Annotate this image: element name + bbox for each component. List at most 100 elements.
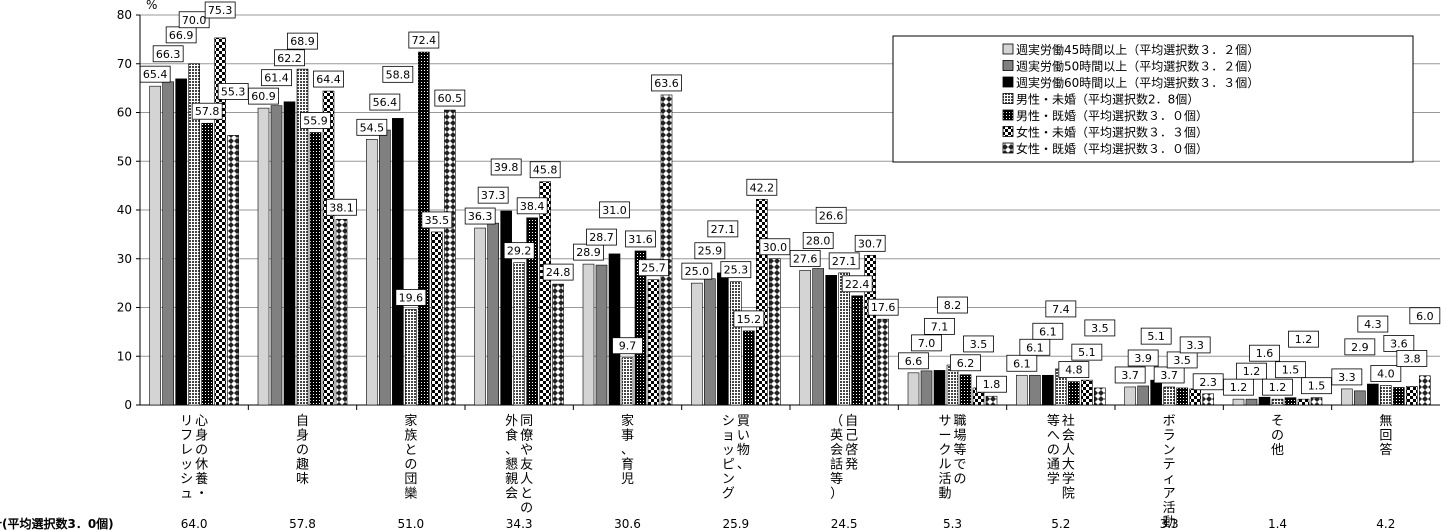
legend-swatch <box>1002 60 1014 71</box>
data-label: 1.2 <box>1269 381 1287 394</box>
data-label: 25.9 <box>698 245 723 258</box>
data-label: 7.1 <box>931 320 949 333</box>
category-label: 買い物、 <box>737 414 750 473</box>
data-label: 55.9 <box>303 114 328 127</box>
data-label-box <box>625 230 656 248</box>
data-label: 58.8 <box>386 68 411 81</box>
bar <box>405 309 417 406</box>
category-label: 心身の休養・ <box>195 414 208 502</box>
data-label: 28.7 <box>589 231 614 244</box>
legend-swatch <box>1002 126 1014 137</box>
data-label: 4.0 <box>1377 368 1395 381</box>
data-label: 1.2 <box>1230 381 1248 394</box>
data-label: 31.6 <box>628 233 653 246</box>
data-label-box <box>963 335 994 353</box>
data-label: 28.9 <box>576 246 601 259</box>
data-label-box <box>694 242 726 260</box>
bar <box>608 253 621 406</box>
bar <box>487 222 499 406</box>
data-label-box <box>651 74 682 92</box>
bar <box>283 101 296 406</box>
data-label: 6.1 <box>1026 341 1044 354</box>
legend-swatch <box>1002 43 1014 55</box>
legend-entry: 週実労働45時間以上（平均選択数３．２個） <box>1016 42 1259 57</box>
data-label: 26.6 <box>819 209 844 222</box>
legend-box <box>892 35 1414 163</box>
bar <box>634 250 647 406</box>
data-label: 7.4 <box>1052 303 1070 316</box>
legend-swatch <box>1002 76 1014 88</box>
data-label-box <box>911 334 942 352</box>
bar <box>1094 387 1106 406</box>
category-label: 等への通学 <box>1047 413 1060 487</box>
data-label: 3.5 <box>1173 354 1191 367</box>
bar <box>175 78 187 406</box>
data-label-box <box>586 228 617 246</box>
bar <box>539 181 551 406</box>
data-label-box <box>139 65 171 83</box>
bar <box>526 217 538 406</box>
data-label: 3.6 <box>1390 337 1408 350</box>
bar <box>1380 385 1392 406</box>
data-label-box <box>1370 365 1402 382</box>
data-label-box <box>681 262 713 280</box>
bar <box>1189 388 1201 406</box>
data-label-box <box>542 263 574 281</box>
y-axis: 0 10 20 30 40 50 60 70 80 <box>117 8 141 412</box>
bar <box>959 374 972 406</box>
y-tick-label: 30 <box>117 252 132 266</box>
bar <box>270 105 283 406</box>
bar <box>877 318 889 406</box>
data-label-box <box>382 65 414 83</box>
data-label: 56.4 <box>373 96 398 109</box>
bar <box>1393 387 1405 406</box>
bar <box>582 263 595 406</box>
bar <box>1124 386 1136 406</box>
total-value: 51.0 <box>397 517 424 531</box>
data-label-box <box>261 69 292 87</box>
data-label: 57.8 <box>195 105 220 118</box>
bar <box>500 210 512 406</box>
bar <box>257 107 270 406</box>
data-label: 1.2 <box>1295 333 1313 346</box>
data-label-box <box>395 289 427 306</box>
bar <box>1029 374 1041 406</box>
data-label-box <box>274 49 305 67</box>
category-label: （英会話等） <box>830 414 843 502</box>
data-label-box <box>612 337 643 355</box>
legend-entry: 男性・未婚（平均選択数2．8個） <box>1016 92 1199 107</box>
bar <box>1202 393 1214 406</box>
total-value: 34.3 <box>506 517 533 531</box>
data-label-box <box>1344 338 1376 356</box>
data-label-box <box>1058 361 1090 379</box>
y-tick-label: 20 <box>117 301 132 315</box>
bar <box>838 272 850 406</box>
total-value: 57.8 <box>289 517 316 531</box>
data-label: 72.4 <box>412 34 437 47</box>
data-label-box <box>638 259 669 277</box>
y-tick-label: 40 <box>117 203 132 217</box>
y-unit-label: % <box>146 0 157 12</box>
category-label: 同僚や友人との <box>520 414 533 516</box>
bar <box>1271 398 1284 406</box>
data-label-box <box>720 261 752 279</box>
total-row: 計(平均選択数3．0個) 64.0 57.8 51.0 34.3 30.6 25.9 24.… <box>0 516 1395 531</box>
bar <box>920 370 933 406</box>
y-tick-label: 0 <box>124 398 132 412</box>
data-label: 4.3 <box>1364 318 1382 331</box>
legend: 週実労働45時間以上（平均選択数３．２個） 週実労働50時間以上（平均選択数３．２… <box>892 35 1414 163</box>
bar <box>851 295 863 406</box>
data-label: 1.5 <box>1282 364 1300 377</box>
bar <box>1258 396 1271 406</box>
bar <box>379 129 391 406</box>
legend-entry: 女性・未婚（平均選択数３．３個） <box>1016 125 1208 140</box>
total-value: 64.0 <box>181 517 208 531</box>
data-label: 66.9 <box>169 29 194 42</box>
data-label: 60.9 <box>251 90 276 103</box>
bar <box>162 81 174 406</box>
category-label: その他 <box>1271 414 1284 458</box>
data-label-box <box>300 112 331 129</box>
data-label: 25.7 <box>641 262 666 275</box>
data-label: 29.2 <box>507 245 532 258</box>
